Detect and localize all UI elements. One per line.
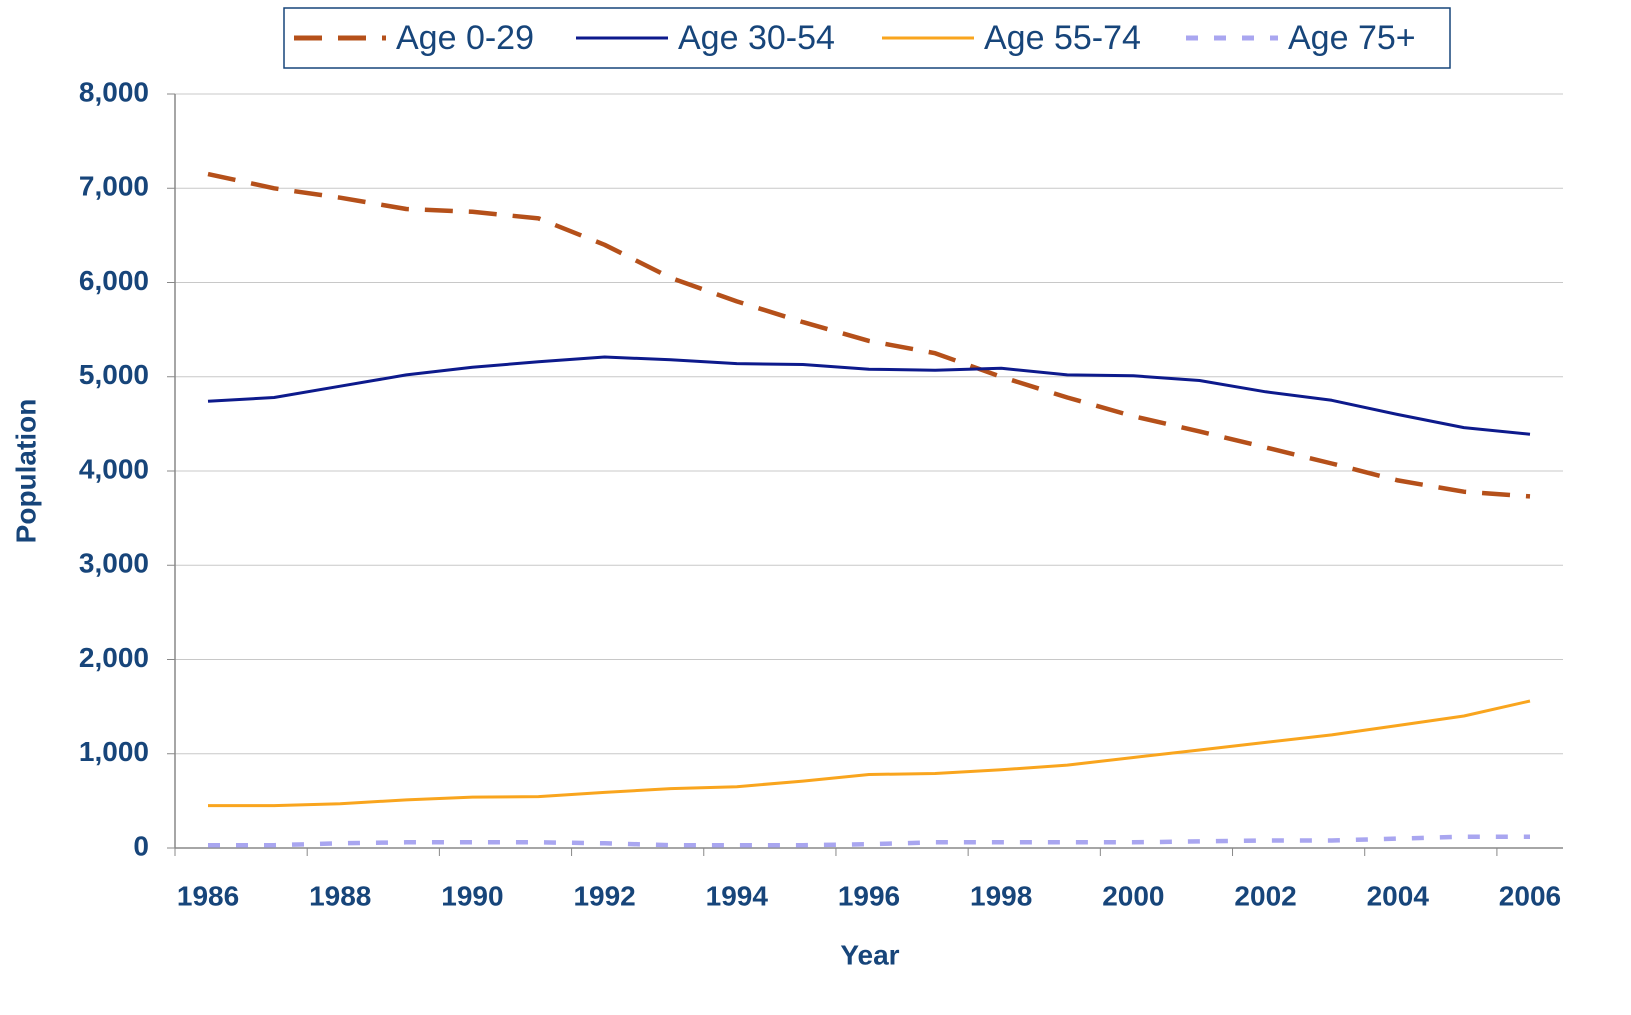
x-tick-label: 1992 [573, 880, 635, 911]
y-tick-label: 3,000 [79, 548, 149, 579]
x-tick-label: 2004 [1367, 880, 1430, 911]
x-tick-label: 2002 [1234, 880, 1296, 911]
x-tick-label: 1988 [309, 880, 371, 911]
legend-label: Age 0-29 [396, 19, 534, 57]
x-tick-label: 1990 [441, 880, 503, 911]
y-tick-label: 1,000 [79, 736, 149, 767]
y-tick-label: 7,000 [79, 171, 149, 202]
series-line [208, 834, 1530, 848]
y-tick-label: 6,000 [79, 265, 149, 296]
x-tick-label: 1994 [706, 880, 769, 911]
x-tick-label: 2006 [1499, 880, 1561, 911]
y-tick-label: 2,000 [79, 642, 149, 673]
y-axis-title: Population [10, 399, 41, 544]
y-tick-label: 0 [133, 830, 149, 861]
x-tick-label: 1986 [177, 880, 239, 911]
y-tick-label: 5,000 [79, 359, 149, 390]
x-axis-title: Year [840, 939, 899, 970]
x-tick-label: 2000 [1102, 880, 1164, 911]
y-tick-label: 4,000 [79, 453, 149, 484]
legend-box [283, 7, 1451, 69]
legend-label: Age 75+ [1288, 19, 1416, 57]
legend-label: Age 30-54 [678, 19, 835, 57]
series-line [207, 171, 1531, 499]
y-tick-label: 8,000 [79, 76, 149, 107]
legend-label: Age 55-74 [984, 19, 1141, 57]
x-tick-label: 1996 [838, 880, 900, 911]
x-tick-label: 1998 [970, 880, 1032, 911]
series-line [208, 699, 1531, 808]
series-line [207, 355, 1531, 436]
